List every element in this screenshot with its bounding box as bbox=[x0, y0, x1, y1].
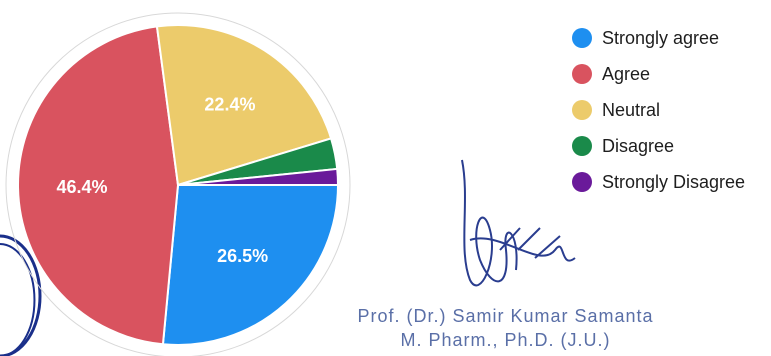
legend-swatch bbox=[572, 64, 592, 84]
pie-slice bbox=[177, 167, 340, 186]
legend-label: Agree bbox=[602, 63, 651, 84]
stamp bbox=[0, 234, 42, 356]
legend-item: Disagree bbox=[572, 132, 745, 160]
slice-value-label: 22.4% bbox=[204, 94, 255, 114]
slice-value-label: 26.5% bbox=[217, 246, 268, 266]
pie-slice bbox=[161, 184, 340, 346]
handwritten-signature bbox=[461, 159, 576, 287]
pie-slice bbox=[155, 24, 333, 187]
legend-item: Strongly Disagree bbox=[572, 168, 745, 196]
legend-label: Disagree bbox=[602, 135, 675, 156]
signature-name: Prof. (Dr.) Samir Kumar Samanta bbox=[357, 306, 654, 326]
signature-qualification: M. Pharm., Ph.D. (J.U.) bbox=[400, 330, 611, 350]
legend-label: Strongly Disagree bbox=[602, 171, 746, 192]
slice-value-label: 46.4% bbox=[56, 177, 107, 197]
legend-label: Neutral bbox=[602, 99, 661, 120]
legend: Strongly agree Agree Neutral Disagree St… bbox=[572, 24, 745, 196]
legend-item: Neutral bbox=[572, 96, 745, 124]
legend-swatch bbox=[572, 136, 592, 156]
legend-item: Agree bbox=[572, 60, 745, 88]
legend-swatch bbox=[572, 172, 592, 192]
legend-swatch bbox=[572, 100, 592, 120]
legend-label: Strongly agree bbox=[602, 27, 720, 48]
legend-item: Strongly agree bbox=[572, 24, 745, 52]
legend-swatch bbox=[572, 28, 592, 48]
pie-slice bbox=[17, 25, 180, 346]
